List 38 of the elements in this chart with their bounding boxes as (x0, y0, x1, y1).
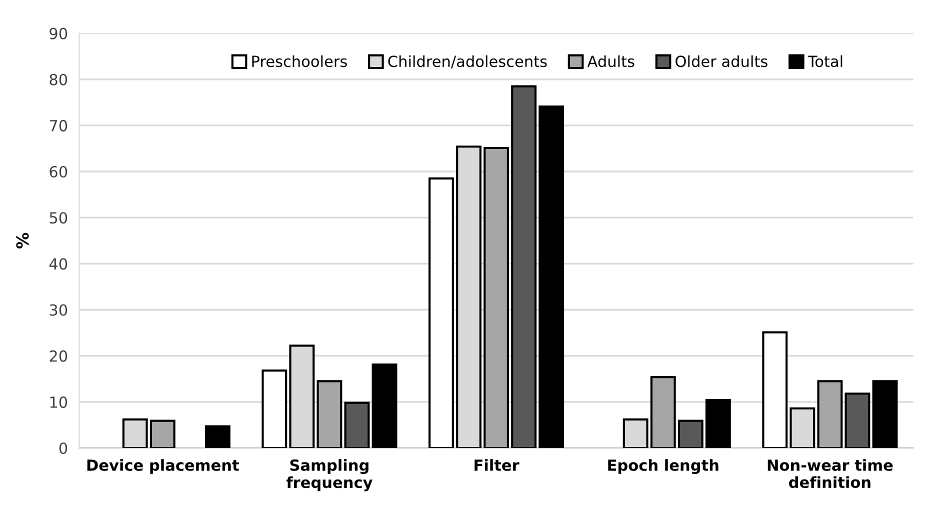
legend-label: Older adults (676, 55, 768, 68)
y-tick-label: 80 (50, 74, 68, 86)
bar (204, 425, 230, 448)
bar (762, 331, 788, 448)
y-tick-label: 60 (50, 166, 68, 178)
y-tick-label: 20 (50, 350, 68, 362)
legend-label: Preschoolers (252, 55, 347, 68)
y-tick-label: 50 (50, 212, 68, 224)
bar (650, 376, 676, 448)
bar (817, 380, 843, 448)
legend-label: Children/adolescents (388, 55, 547, 68)
x-tick-label: Epoch length (608, 459, 718, 474)
bar (844, 392, 870, 448)
legend-label: Adults (587, 55, 634, 68)
x-tick-label: Device placement (87, 459, 239, 474)
bar (484, 146, 510, 448)
y-tick-label: 40 (49, 258, 68, 270)
bar (150, 420, 176, 448)
bar (538, 106, 564, 448)
bar (872, 380, 898, 448)
x-tick-label: Filter (474, 459, 520, 471)
y-axis-title: % (16, 232, 29, 248)
y-tick-label: 0 (59, 442, 68, 454)
bar (511, 85, 537, 448)
bar (705, 399, 731, 448)
bar (316, 380, 342, 448)
y-tick-label: 30 (50, 304, 68, 316)
bar (372, 364, 398, 448)
bar (428, 177, 454, 448)
legend-label: Total (808, 55, 842, 68)
bar (678, 420, 704, 448)
y-tick-label: 10 (50, 396, 68, 408)
bar (344, 402, 370, 448)
x-tick-label: Sampling frequency (286, 459, 372, 492)
y-tick-label: 70 (50, 120, 68, 132)
y-tick-label: 90 (50, 28, 68, 40)
x-tick-label: Non-wear time definition (768, 459, 893, 488)
bar (262, 370, 288, 448)
